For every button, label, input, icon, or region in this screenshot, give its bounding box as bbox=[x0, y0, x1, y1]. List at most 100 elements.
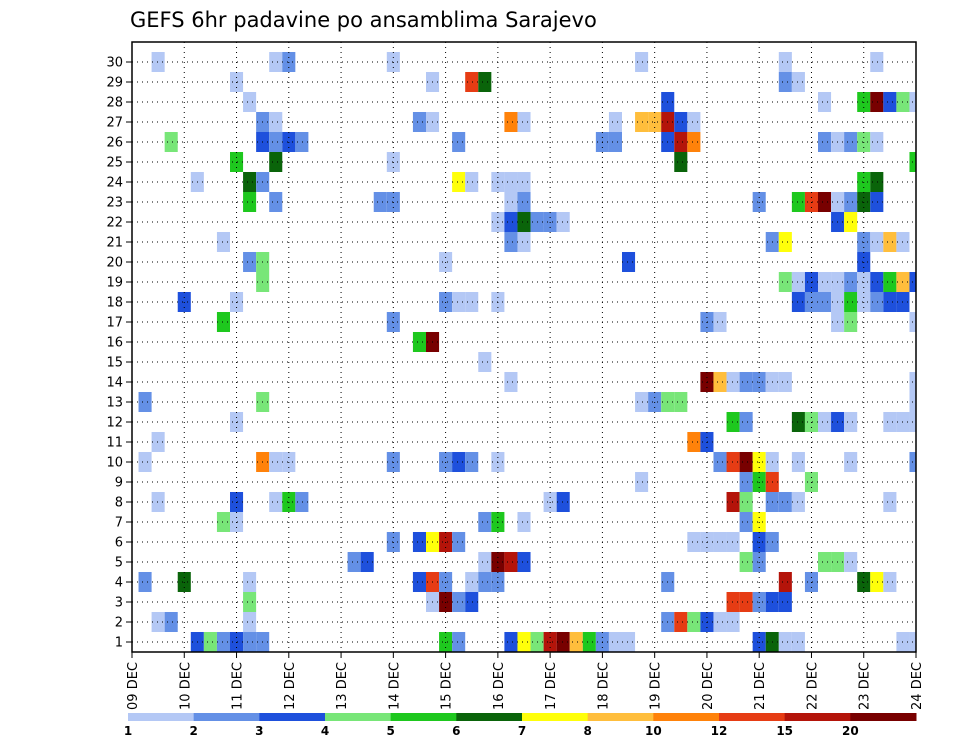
y-tick-label: 2 bbox=[115, 616, 123, 631]
heatmap-cell bbox=[883, 572, 897, 592]
y-tick-label: 3 bbox=[115, 596, 123, 611]
heatmap-cell bbox=[269, 112, 283, 132]
heatmap-cell bbox=[517, 512, 531, 532]
heatmap-cell bbox=[713, 372, 727, 392]
heatmap-cell bbox=[844, 292, 858, 312]
heatmap-cell bbox=[504, 192, 518, 212]
heatmap-cell bbox=[726, 372, 740, 392]
x-tick-label: 19 DEC bbox=[649, 662, 664, 710]
heatmap-cell bbox=[778, 232, 792, 252]
x-tick-label: 18 DEC bbox=[596, 662, 611, 710]
heatmap-cell bbox=[517, 112, 531, 132]
heatmap-cell bbox=[164, 132, 178, 152]
heatmap-cell bbox=[216, 632, 230, 652]
heatmap-cell bbox=[635, 52, 649, 72]
heatmap-cell bbox=[870, 132, 884, 152]
y-tick-label: 30 bbox=[106, 56, 123, 71]
heatmap-cell bbox=[674, 112, 688, 132]
heatmap-cell bbox=[778, 592, 792, 612]
heatmap-cells bbox=[138, 52, 916, 652]
heatmap-cell bbox=[791, 292, 805, 312]
heatmap-cell bbox=[870, 272, 884, 292]
heatmap-cell bbox=[883, 292, 897, 312]
heatmap-cell bbox=[844, 132, 858, 152]
colorbar-swatch bbox=[587, 713, 654, 721]
heatmap-cell bbox=[203, 632, 217, 652]
heatmap-cell bbox=[726, 452, 740, 472]
y-tick-label: 17 bbox=[106, 316, 123, 331]
heatmap-cell bbox=[739, 512, 753, 532]
heatmap-cell bbox=[269, 132, 283, 152]
heatmap-cell bbox=[608, 132, 622, 152]
y-tick-label: 1 bbox=[115, 636, 123, 651]
heatmap-cell bbox=[465, 292, 479, 312]
heatmap-cell bbox=[452, 132, 466, 152]
colorbar-label: 8 bbox=[583, 724, 591, 738]
heatmap-cell bbox=[138, 572, 152, 592]
heatmap-cell bbox=[818, 292, 832, 312]
y-tick-label: 11 bbox=[106, 436, 123, 451]
heatmap-cell bbox=[504, 212, 518, 232]
heatmap-cell bbox=[243, 592, 257, 612]
colorbar-legend: 1 2 3 4 5 6 7 8 10 12 15 20 bbox=[124, 713, 917, 738]
heatmap-cell bbox=[726, 492, 740, 512]
heatmap-cell bbox=[478, 512, 492, 532]
colorbar-swatch bbox=[719, 713, 786, 721]
colorbar-label: 20 bbox=[842, 724, 859, 738]
colorbar-label: 3 bbox=[255, 724, 263, 738]
heatmap-cell bbox=[870, 232, 884, 252]
heatmap-cell bbox=[883, 412, 897, 432]
y-tick-label: 9 bbox=[115, 476, 123, 491]
colorbar-swatch bbox=[522, 713, 589, 721]
y-tick-label: 29 bbox=[106, 76, 123, 91]
y-tick-label: 14 bbox=[106, 376, 123, 391]
heatmap-cell bbox=[216, 512, 230, 532]
y-tick-label: 6 bbox=[115, 536, 123, 551]
heatmap-cell bbox=[269, 52, 283, 72]
heatmap-cell bbox=[556, 212, 570, 232]
heatmap-cell bbox=[504, 632, 518, 652]
heatmap-cell bbox=[687, 112, 701, 132]
heatmap-cell bbox=[478, 572, 492, 592]
heatmap-cell bbox=[883, 492, 897, 512]
heatmap-cell bbox=[622, 252, 636, 272]
heatmap-cell bbox=[478, 352, 492, 372]
y-tick-label: 24 bbox=[106, 176, 123, 191]
heatmap-cell bbox=[844, 272, 858, 292]
y-tick-label: 26 bbox=[106, 136, 123, 151]
heatmap-cell bbox=[883, 232, 897, 252]
colorbar-swatch bbox=[259, 713, 326, 721]
y-tick-label: 19 bbox=[106, 276, 123, 291]
heatmap-cell bbox=[726, 412, 740, 432]
heatmap-cell bbox=[295, 492, 309, 512]
heatmap-cell bbox=[739, 552, 753, 572]
heatmap-cell bbox=[844, 412, 858, 432]
heatmap-cell bbox=[452, 292, 466, 312]
heatmap-cell bbox=[818, 412, 832, 432]
heatmap-cell bbox=[739, 372, 753, 392]
heatmap-cell bbox=[465, 452, 479, 472]
chart-title: GEFS 6hr padavine po ansamblima Sarajevo bbox=[130, 8, 597, 32]
heatmap-cell bbox=[778, 372, 792, 392]
heatmap-cell bbox=[556, 632, 570, 652]
heatmap-cell bbox=[517, 632, 531, 652]
heatmap-cell bbox=[243, 632, 257, 652]
heatmap-cell bbox=[243, 612, 257, 632]
heatmap-cell bbox=[243, 172, 257, 192]
heatmap-cell bbox=[635, 112, 649, 132]
x-tick-label: 16 DEC bbox=[492, 662, 507, 710]
heatmap-cell bbox=[778, 572, 792, 592]
x-tick-label: 11 DEC bbox=[231, 662, 246, 710]
heatmap-cell bbox=[791, 72, 805, 92]
colorbar-label: 6 bbox=[452, 724, 460, 738]
x-tick-label: 20 DEC bbox=[701, 662, 716, 710]
heatmap-cell bbox=[269, 152, 283, 172]
heatmap-cell bbox=[243, 572, 257, 592]
heatmap-cell bbox=[269, 492, 283, 512]
y-tick-label: 7 bbox=[115, 516, 123, 531]
colorbar-label: 15 bbox=[776, 724, 793, 738]
grid-lines bbox=[132, 42, 916, 652]
y-tick-label: 28 bbox=[106, 96, 123, 111]
heatmap-cell bbox=[452, 172, 466, 192]
heatmap-cell bbox=[243, 192, 257, 212]
